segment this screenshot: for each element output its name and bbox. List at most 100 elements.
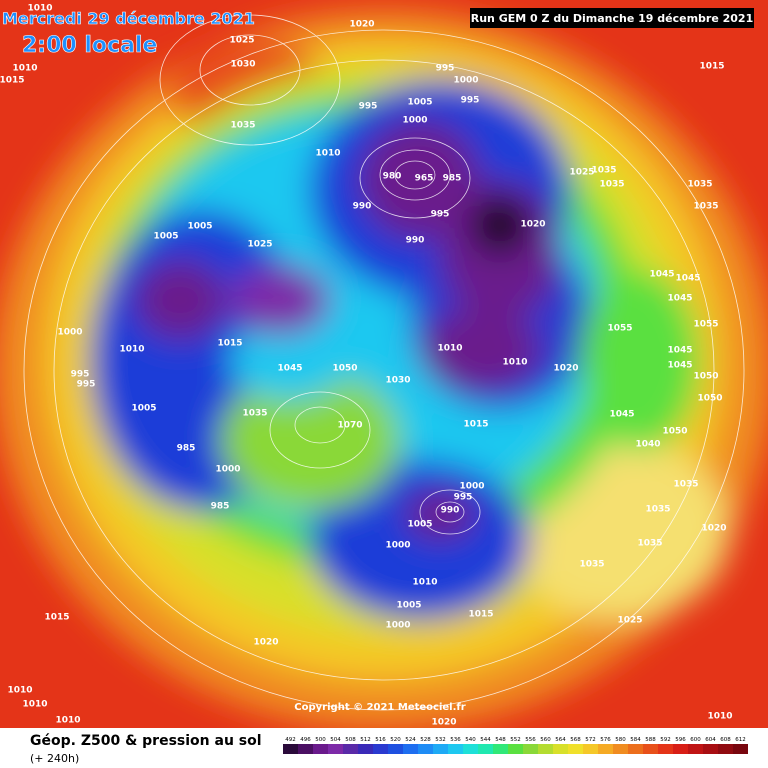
scale-label: 528 xyxy=(420,737,431,743)
scale-label: 504 xyxy=(330,737,341,743)
run-info: Run GEM 0 Z du Dimanche 19 décembre 2021 xyxy=(471,12,753,25)
pressure-label: 1025 xyxy=(247,240,272,250)
pressure-label: 1015 xyxy=(699,62,724,72)
pressure-label: 1010 xyxy=(55,716,80,726)
scale-swatch xyxy=(523,744,538,754)
date: Mercredi 29 décembre 2021 xyxy=(2,9,255,28)
scale-label: 568 xyxy=(570,737,581,743)
scale-label: 524 xyxy=(405,737,416,743)
scale-label: 492 xyxy=(285,737,296,743)
pressure-label: 995 xyxy=(359,102,378,112)
scale-label: 508 xyxy=(345,737,356,743)
pressure-label: 1025 xyxy=(569,168,594,178)
scale-swatch xyxy=(568,744,583,754)
pressure-label: 1035 xyxy=(242,409,267,419)
pressure-label: 985 xyxy=(177,444,196,454)
scale-label: 540 xyxy=(465,737,476,743)
pressure-label: 1005 xyxy=(396,601,421,611)
pressure-label: 1045 xyxy=(675,274,700,284)
pressure-label: 1000 xyxy=(57,328,82,338)
scale-swatch xyxy=(448,744,463,754)
pressure-label: 1000 xyxy=(459,482,484,492)
legend-title: Géop. Z500 & pression au sol xyxy=(30,733,262,749)
color-scale: 492 496 500 504 508 512 516 520 524 528 532 536 540 5… xyxy=(283,737,748,754)
pressure-label: 1010 xyxy=(437,344,462,354)
scale-label: 588 xyxy=(645,737,656,743)
pressure-label: 1025 xyxy=(229,36,254,46)
scale-swatch xyxy=(703,744,718,754)
pressure-label: 1010 xyxy=(7,686,32,696)
pressure-label: 1050 xyxy=(697,394,722,404)
pressure-label: 1045 xyxy=(649,270,674,280)
scale-label: 584 xyxy=(630,737,641,743)
scale-swatch xyxy=(373,744,388,754)
pressure-label: 1005 xyxy=(131,404,156,414)
pressure-label: 1005 xyxy=(153,232,178,242)
map: 1010102010251015103010101015995100099599… xyxy=(0,0,768,728)
scale-label: 572 xyxy=(585,737,596,743)
pressure-label: 1015 xyxy=(463,420,488,430)
pressure-label: 1035 xyxy=(673,480,698,490)
pressure-label: 995 xyxy=(71,370,90,380)
pressure-labels: 1010102010251015103010101015995100099599… xyxy=(0,4,733,728)
scale-label: 532 xyxy=(435,737,446,743)
scale-swatch xyxy=(343,744,358,754)
pressure-label: 1035 xyxy=(579,560,604,570)
scale-label: 580 xyxy=(615,737,626,743)
scale-swatch xyxy=(718,744,733,754)
pressure-label: 1000 xyxy=(385,541,410,551)
pressure-label: 1045 xyxy=(609,410,634,420)
scale-swatch xyxy=(403,744,418,754)
scale-swatch xyxy=(418,744,433,754)
pressure-label: 1010 xyxy=(12,64,37,74)
scale-swatch xyxy=(538,744,553,754)
scale-label: 592 xyxy=(660,737,671,743)
time: 2:00 locale xyxy=(22,33,157,58)
pressure-label: 1040 xyxy=(635,440,660,450)
scale-label: 600 xyxy=(690,737,701,743)
pressure-label: 1045 xyxy=(277,364,302,374)
scale-label: 536 xyxy=(450,737,461,743)
pressure-label: 1035 xyxy=(591,166,616,176)
pressure-label: 985 xyxy=(211,502,230,512)
pressure-label: 1050 xyxy=(332,364,357,374)
pressure-label: 1035 xyxy=(693,202,718,212)
run-box xyxy=(470,8,754,28)
pressure-label: 1005 xyxy=(187,222,212,232)
scale-swatch xyxy=(433,744,448,754)
pressure-label: 1050 xyxy=(693,372,718,382)
scale-swatch xyxy=(673,744,688,754)
pressure-label: 1015 xyxy=(44,613,69,623)
pressure-label: 1035 xyxy=(687,180,712,190)
scale-swatch xyxy=(628,744,643,754)
pressure-label: 990 xyxy=(353,202,372,212)
pressure-label: 1005 xyxy=(407,520,432,530)
pressure-label: 995 xyxy=(454,493,473,503)
scale-swatch xyxy=(508,744,523,754)
pressure-label: 1000 xyxy=(453,76,478,86)
pressure-label: 1020 xyxy=(253,638,278,648)
pressure-label: 1010 xyxy=(315,149,340,159)
pressure-label: 980 xyxy=(383,172,402,182)
scale-label: 516 xyxy=(375,737,386,743)
pressure-label: 1010 xyxy=(412,578,437,588)
scale-label: 544 xyxy=(480,737,491,743)
scale-label: 564 xyxy=(555,737,566,743)
pressure-label: 1035 xyxy=(230,121,255,131)
pressure-label: 990 xyxy=(406,236,425,246)
pressure-label: 1000 xyxy=(215,465,240,475)
pressure-label: 1020 xyxy=(349,20,374,30)
pressure-label: 1050 xyxy=(662,427,687,437)
pressure-label: 1035 xyxy=(645,505,670,515)
pressure-label: 1070 xyxy=(337,421,362,431)
scale-label: 604 xyxy=(705,737,716,743)
scale-swatch xyxy=(313,744,328,754)
pressure-label: 1010 xyxy=(22,700,47,710)
scale-swatch xyxy=(463,744,478,754)
scale-swatch xyxy=(613,744,628,754)
pressure-label: 965 xyxy=(415,174,434,184)
pressure-label: 1020 xyxy=(520,220,545,230)
pressure-label: 1015 xyxy=(0,76,25,86)
pressure-label: 995 xyxy=(77,380,96,390)
